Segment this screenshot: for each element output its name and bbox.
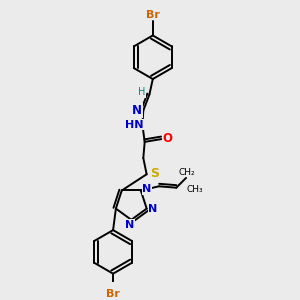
Text: H: H [138,87,145,97]
Text: CH₂: CH₂ [178,168,195,177]
Text: Br: Br [106,289,120,299]
Text: Br: Br [146,10,160,20]
Text: N: N [125,220,134,230]
Text: N: N [132,104,142,117]
Text: N: N [148,204,158,214]
Text: HN: HN [125,120,143,130]
Text: O: O [163,132,172,145]
Text: CH₃: CH₃ [187,184,204,194]
Text: S: S [150,167,159,180]
Text: N: N [142,184,152,194]
